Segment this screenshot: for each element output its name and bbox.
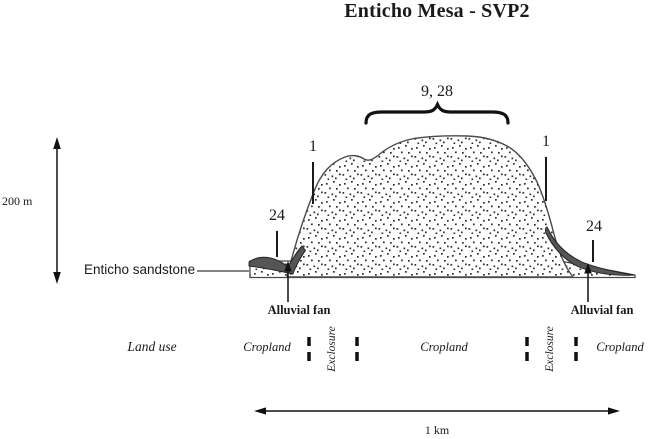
bedrock-label: Enticho sandstone: [84, 262, 196, 277]
mesa-body-shape: [286, 135, 575, 278]
summit-brace: [364, 100, 510, 125]
summit-marker-label: 9, 28: [421, 83, 453, 100]
zone-exclosure-left: Exclosure: [326, 326, 338, 372]
lower-left-marker-label: 24: [269, 207, 285, 224]
alluvial-arrow-right: [584, 263, 592, 302]
vertical-scale-label: 200 m: [2, 194, 33, 208]
vertical-scale-arrow: [53, 137, 61, 284]
alluvial-fan-right-shape: [545, 226, 635, 276]
lower-right-marker-label: 24: [586, 218, 602, 235]
zone-cropland-middle: Cropland: [420, 340, 468, 354]
alluvial-arrow-left: [284, 261, 292, 302]
zone-exclosure-right: Exclosure: [544, 326, 556, 372]
alluvial-fan-right-label: Alluvial fan: [570, 303, 634, 317]
horizontal-scale-arrow: [254, 407, 620, 415]
horizontal-scale-label: 1 km: [424, 423, 450, 437]
zone-cropland-right: Cropland: [596, 340, 644, 354]
land-use-row-label: Land use: [127, 339, 177, 354]
upper-right-marker-label: 1: [542, 133, 550, 150]
upper-left-marker-label: 1: [309, 138, 317, 155]
alluvial-fan-left-label: Alluvial fan: [267, 303, 331, 317]
zone-cropland-left: Cropland: [243, 340, 291, 354]
alluvial-fan-left-shape: [248, 245, 307, 275]
figure-title: Enticho Mesa - SVP2: [344, 0, 530, 22]
